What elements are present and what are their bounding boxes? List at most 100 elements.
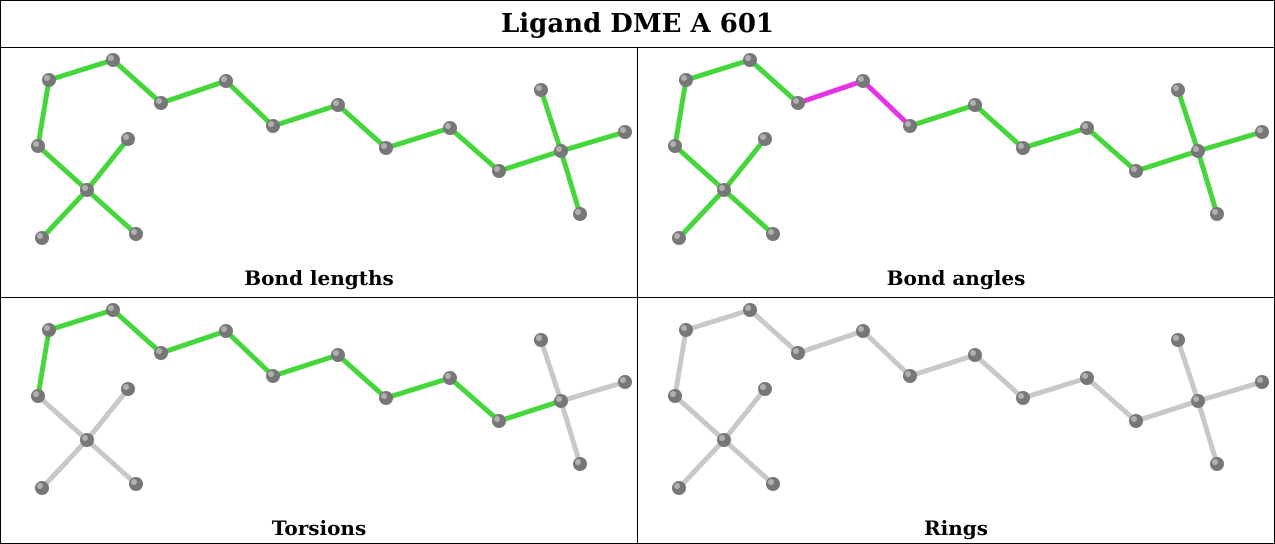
horizontal-divider <box>1 297 1274 298</box>
atom-highlight <box>1173 335 1179 341</box>
atom-highlight <box>1173 85 1179 91</box>
bond <box>860 78 913 129</box>
bond <box>672 327 689 399</box>
panel-torsions: Torsions <box>1 298 637 543</box>
bond <box>84 386 131 443</box>
bond <box>558 379 628 404</box>
bond <box>496 398 564 424</box>
bond <box>447 125 502 174</box>
atom-highlight <box>1131 166 1137 172</box>
atom-highlight <box>858 326 864 332</box>
bond <box>676 437 727 491</box>
atom-highlight <box>768 479 774 485</box>
bond <box>46 307 116 333</box>
caption-bond-lengths: Bond lengths <box>244 266 394 290</box>
bond <box>84 187 139 237</box>
atom-highlight <box>333 100 339 106</box>
molecule-torsions <box>31 303 632 495</box>
atom-highlight <box>1193 146 1199 152</box>
bond <box>39 187 90 241</box>
bond <box>558 129 628 154</box>
bond <box>747 57 801 106</box>
bond <box>721 386 768 443</box>
bond <box>335 102 389 151</box>
panel-bond-lengths: Bond lengths <box>1 48 637 297</box>
atom-highlight <box>123 384 129 390</box>
bond <box>46 57 116 83</box>
atom-highlight <box>670 141 676 147</box>
atom-highlight <box>33 391 39 397</box>
bond <box>672 77 689 149</box>
atom-highlight <box>131 229 137 235</box>
bond <box>35 143 90 193</box>
caption-bond-angles: Bond angles <box>886 266 1026 290</box>
atom-highlight <box>970 350 976 356</box>
atom-highlight <box>620 377 626 383</box>
bond <box>795 328 866 356</box>
bond <box>747 307 801 356</box>
bond <box>335 352 389 401</box>
bond <box>558 148 583 217</box>
atom-highlight <box>858 76 864 82</box>
atom-highlight <box>681 75 687 81</box>
bond <box>721 187 776 237</box>
atom-highlight <box>1257 127 1263 133</box>
bond <box>1084 375 1139 424</box>
bond <box>721 437 776 487</box>
bond <box>1195 129 1265 154</box>
bond <box>558 398 583 467</box>
atom-highlight <box>768 229 774 235</box>
atom-highlight <box>156 348 162 354</box>
atom-highlight <box>674 233 680 239</box>
atom-highlight <box>37 483 43 489</box>
bond <box>972 352 1026 401</box>
atom-highlight <box>1212 209 1218 215</box>
atom-highlight <box>108 305 114 311</box>
bond <box>1020 125 1090 151</box>
atom-highlight <box>108 55 114 61</box>
atom-highlight <box>620 127 626 133</box>
bond <box>35 327 52 399</box>
vertical-divider <box>637 48 638 543</box>
bond <box>1084 125 1139 174</box>
bond <box>35 393 90 443</box>
bond <box>972 102 1026 151</box>
atom-highlight <box>575 209 581 215</box>
bond <box>110 307 164 356</box>
atom-highlight <box>381 143 387 149</box>
atom-highlight <box>44 75 50 81</box>
atom-highlight <box>82 435 88 441</box>
atom-highlight <box>381 393 387 399</box>
bond <box>1133 148 1201 174</box>
atom-highlight <box>970 100 976 106</box>
bond <box>683 57 753 83</box>
bond <box>683 307 753 333</box>
atom-highlight <box>221 76 227 82</box>
atom-highlight <box>494 416 500 422</box>
atom-highlight <box>905 371 911 377</box>
bond <box>672 143 727 193</box>
atom-highlight <box>131 479 137 485</box>
atom-highlight <box>536 85 542 91</box>
bond <box>538 87 564 154</box>
bond <box>223 328 276 379</box>
bond <box>84 136 131 193</box>
atom-highlight <box>556 396 562 402</box>
atom-highlight <box>445 123 451 129</box>
atom-highlight <box>1018 143 1024 149</box>
atom-highlight <box>1212 459 1218 465</box>
bond <box>1195 148 1220 217</box>
atom-highlight <box>268 371 274 377</box>
bond <box>223 78 276 129</box>
bond <box>270 352 341 379</box>
caption-torsions: Torsions <box>271 516 367 540</box>
atom-highlight <box>556 146 562 152</box>
atom-highlight <box>44 325 50 331</box>
atom-highlight <box>719 435 725 441</box>
bond <box>1175 337 1201 404</box>
atom-highlight <box>445 373 451 379</box>
bond <box>158 78 229 106</box>
bond <box>496 148 564 174</box>
atom-highlight <box>268 121 274 127</box>
